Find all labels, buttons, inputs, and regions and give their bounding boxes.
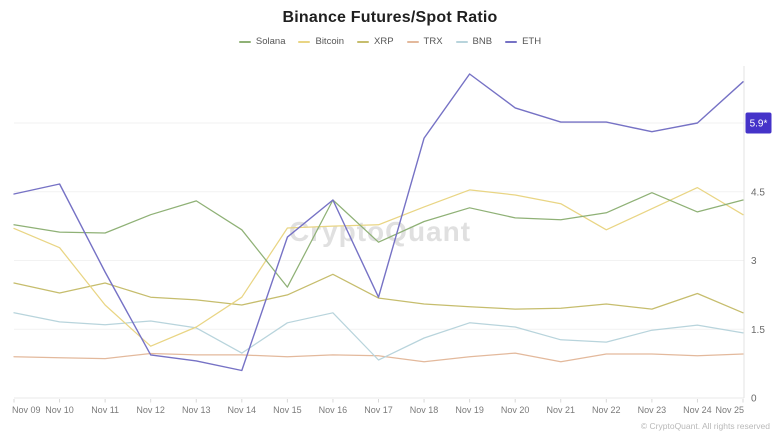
legend-marker-icon — [406, 40, 419, 43]
legend-marker-icon — [505, 40, 518, 43]
current-value-badge: 5.9* — [745, 112, 772, 134]
x-axis-label: Nov 17 — [364, 405, 393, 415]
x-axis-label: Nov 22 — [592, 405, 621, 415]
x-axis-label: Nov 20 — [501, 405, 530, 415]
y-axis-label: 0 — [751, 394, 757, 405]
legend-item-eth[interactable]: ETH — [505, 36, 541, 47]
y-axis-labels: 0 1.5 3 4.5 — [751, 187, 765, 404]
legend-label: BNB — [472, 36, 493, 47]
legend-label: Bitcoin — [315, 36, 344, 47]
legend-item-bitcoin[interactable]: Bitcoin — [298, 36, 344, 47]
x-axis-label: Nov 23 — [638, 405, 667, 415]
series-line-solana[interactable] — [13, 192, 744, 288]
series-line-xrp[interactable] — [13, 273, 744, 314]
legend-marker-icon — [357, 40, 369, 43]
series-line-bitcoin[interactable] — [13, 186, 744, 347]
x-axis-label: Nov 12 — [136, 405, 165, 415]
chart-title: Binance Futures/Spot Ratio — [282, 9, 498, 26]
x-axis-label: Nov 11 — [91, 405, 119, 415]
grid — [13, 66, 745, 403]
series-lines — [13, 73, 744, 372]
legend-label: XRP — [374, 36, 394, 47]
legend-item-bnb[interactable]: BNB — [455, 36, 493, 47]
y-axis-label: 3 — [751, 256, 757, 267]
series-line-trx[interactable] — [13, 352, 744, 363]
badge-label: 5.9* — [750, 119, 768, 130]
x-axis-label: Nov 14 — [228, 405, 257, 415]
legend-label: ETH — [522, 36, 542, 47]
legend-marker-icon — [455, 40, 468, 43]
x-axis-label: Nov 18 — [410, 405, 439, 415]
legend-item-trx[interactable]: TRX — [406, 36, 443, 47]
x-axis-label: Nov 21 — [546, 405, 575, 415]
legend-item-xrp[interactable]: XRP — [357, 36, 394, 47]
x-axis-label: Nov 24 — [683, 405, 712, 415]
legend-label: Solana — [255, 36, 286, 47]
legend-label: TRX — [423, 36, 443, 47]
x-axis-label: Nov 10 — [45, 405, 74, 415]
x-axis-labels: Nov 09 Nov 10 Nov 11 Nov 12 Nov 13 Nov 14 Nov … — [12, 405, 744, 415]
series-line-bnb[interactable] — [13, 312, 744, 361]
series-line-eth[interactable] — [13, 73, 744, 372]
x-axis-label: Nov 13 — [182, 405, 211, 415]
legend-item-solana[interactable]: Solana — [238, 36, 286, 47]
copyright-notice: © CryptoQuant. All rights reserved — [641, 421, 770, 431]
badge-background — [745, 112, 772, 134]
x-axis-label: Nov 15 — [273, 405, 302, 415]
x-axis-label: Nov 16 — [319, 405, 348, 415]
y-axis-label: 4.5 — [751, 187, 765, 198]
legend-marker-icon — [238, 40, 251, 43]
legend: Solana Bitcoin XRP TRX BNB ETH — [0, 36, 780, 47]
legend-marker-icon — [298, 40, 311, 43]
x-axis-label: Nov 19 — [455, 405, 484, 415]
x-axis-label: Nov 25 — [715, 405, 744, 415]
x-axis-label: Nov 09 — [12, 405, 41, 415]
y-axis-label: 1.5 — [751, 325, 765, 336]
